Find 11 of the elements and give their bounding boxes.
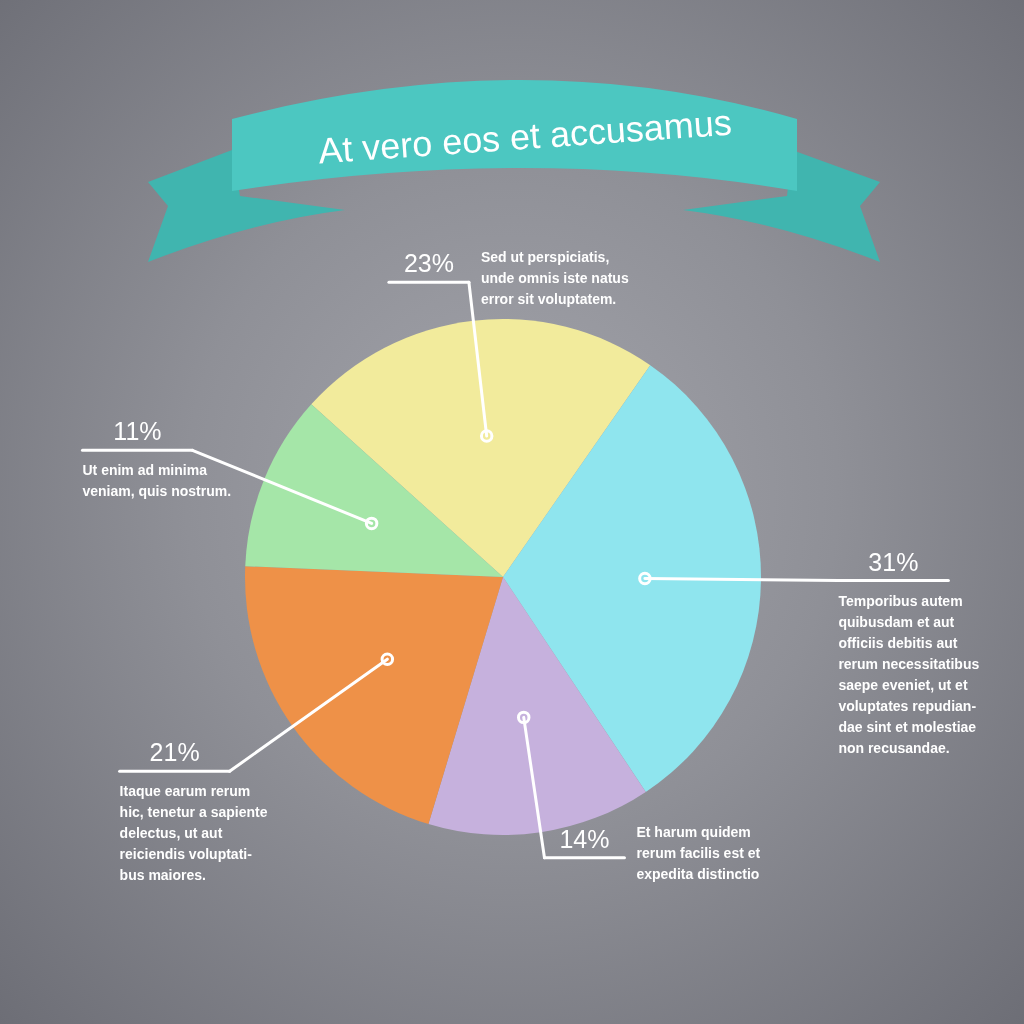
slice-label: Et harum quidem rerum facilis est et expedita distinctio [636, 824, 761, 883]
slice-label: Sed ut perspiciatis, unde omnis iste natus error sit voluptatem. [480, 248, 629, 307]
data-label: 14% [559, 824, 610, 853]
data-label: 31% [868, 547, 919, 576]
chart-title: At vero eos et accusamus [316, 101, 733, 172]
slice-label: Ut enim ad minima veniam, quis nostrum. [82, 462, 232, 500]
data-label: 21% [149, 738, 200, 767]
slice-label: Itaque earum rerum hic, tenetur a sapiente delectus, ut aut reiciendis voluptati- bus maiores. [119, 783, 268, 884]
data-label: 11% [113, 417, 162, 446]
data-label: 23% [403, 249, 454, 278]
slice-label: Temporibus autem quibusdam et aut officiis debitis aut rerum necessitatibus saepe eveniet, ut et voluptates repudian- dae sint et molestiae non recusandae. [838, 592, 980, 756]
